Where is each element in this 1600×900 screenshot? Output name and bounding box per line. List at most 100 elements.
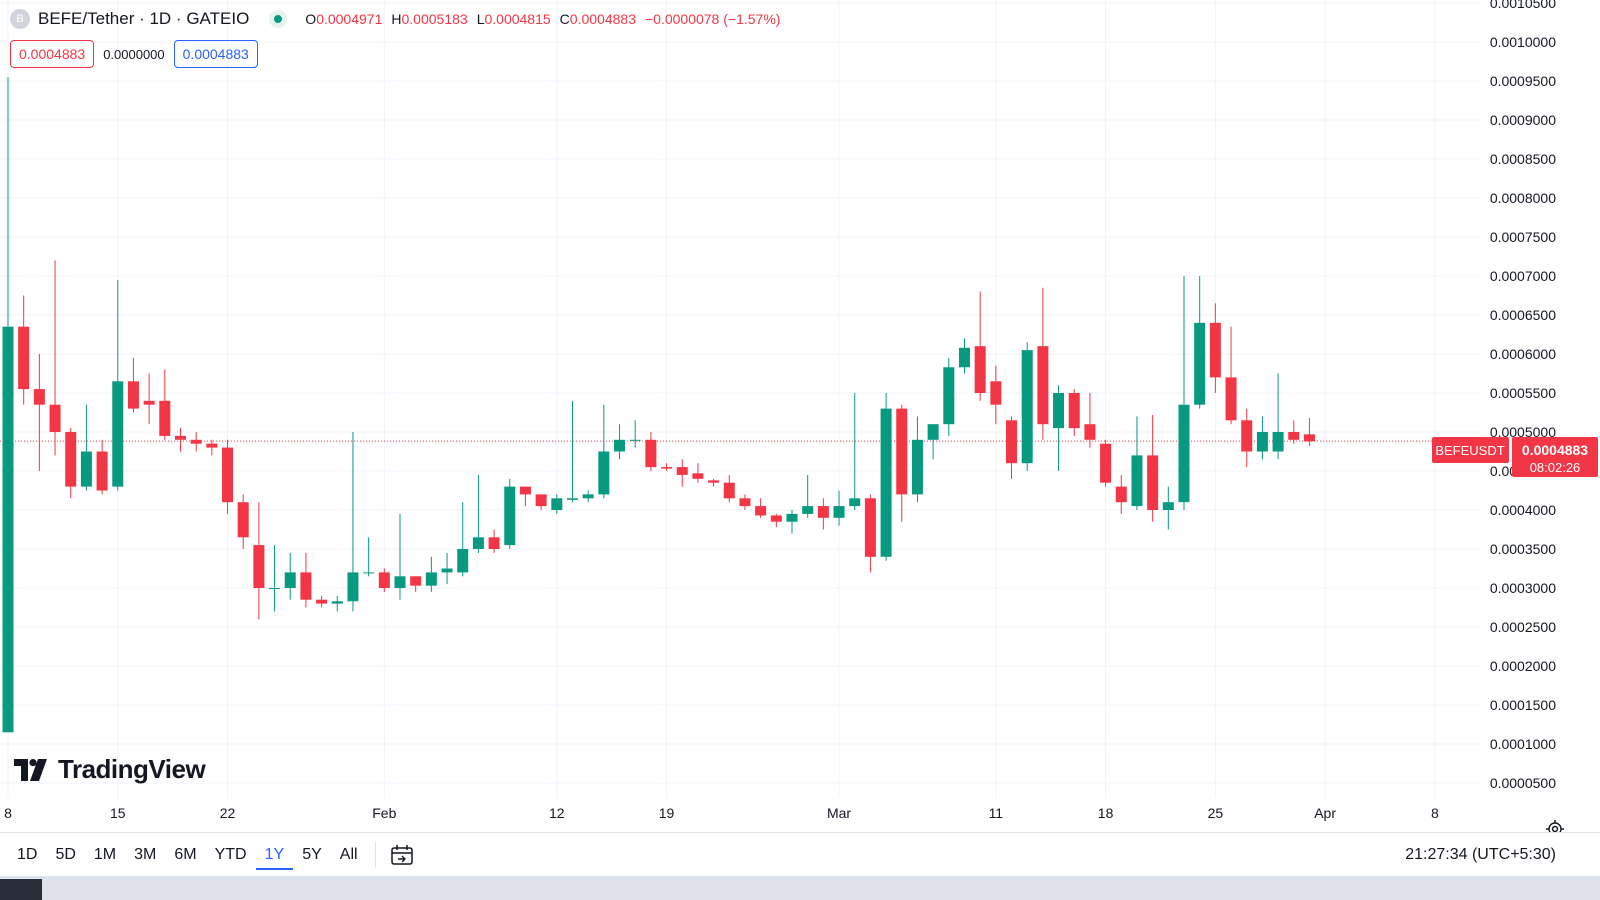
price-chart[interactable]: 0.0000500 0.0001000 0.0001500 0.0002000 0.00… [0,0,1600,832]
clock-timezone[interactable]: 21:27:34 (UTC+5:30) [1405,846,1556,863]
candle[interactable] [33,354,45,471]
candle[interactable] [1194,276,1206,409]
candle[interactable] [331,595,343,612]
candle[interactable] [18,295,30,405]
candle[interactable] [1100,439,1112,487]
candle[interactable] [1225,326,1237,425]
candle[interactable] [1068,389,1080,436]
candle[interactable] [582,490,594,503]
candle[interactable] [1131,416,1143,510]
candle[interactable] [1037,287,1049,440]
candle[interactable] [1053,385,1065,471]
candle[interactable] [316,595,328,608]
symbol-title[interactable]: BEFE/Tether · 1D · GATEIO [38,9,250,28]
candle[interactable] [723,474,735,503]
candle[interactable] [174,428,186,452]
range-1d-button[interactable]: 1D [17,846,38,863]
market-status-icon[interactable] [269,10,288,28]
candle[interactable] [143,373,155,425]
candle[interactable] [253,502,265,620]
candle[interactable] [1006,416,1018,479]
candle[interactable] [65,428,77,499]
candle[interactable] [896,404,908,522]
candle[interactable] [833,490,845,526]
candle[interactable] [1303,417,1315,447]
candle[interactable] [927,424,939,460]
candle[interactable] [943,357,955,436]
candle[interactable] [676,459,688,487]
candle[interactable] [2,77,14,733]
candle[interactable] [802,474,814,518]
range-ytd-button[interactable]: YTD [214,846,247,863]
sell-price-button[interactable]: 0.0004883 [10,40,95,68]
buy-price-button[interactable]: 0.0004883 [173,40,258,68]
candle[interactable] [849,393,861,510]
candle[interactable] [1209,303,1221,393]
candle[interactable] [629,420,641,448]
panel-toggle-icon[interactable] [0,879,42,900]
candle[interactable] [755,498,767,518]
candle[interactable] [80,404,92,491]
candle[interactable] [222,439,234,514]
candle[interactable] [472,474,484,553]
range-1m-button[interactable]: 1M [93,846,117,863]
candle[interactable] [598,404,610,499]
candle[interactable] [237,494,249,549]
candle[interactable] [441,552,453,585]
range-1y-button[interactable]: 1Y [256,840,294,870]
goto-date-button[interactable] [384,840,420,870]
candle[interactable] [1084,393,1096,448]
candle[interactable] [739,494,751,510]
range-6m-button[interactable]: 6M [174,846,197,863]
range-3m-button[interactable]: 3M [134,846,157,863]
candle[interactable] [394,513,406,600]
candle[interactable] [206,439,218,456]
range-5y-button[interactable]: 5Y [302,846,322,863]
candle[interactable] [645,432,657,471]
candle[interactable] [551,494,563,514]
candle[interactable] [1272,373,1284,460]
candle[interactable] [1115,474,1127,514]
candle[interactable] [284,552,296,600]
candle[interactable] [112,279,124,491]
candle[interactable] [127,357,139,413]
candle[interactable] [49,260,61,456]
candle[interactable] [911,416,923,503]
candle[interactable] [786,510,798,534]
candle[interactable] [457,502,469,577]
candle[interactable] [880,393,892,561]
candle[interactable] [1256,416,1268,460]
range-5d-button[interactable]: 5D [55,846,76,863]
candle[interactable] [363,537,375,577]
candle[interactable] [347,432,359,612]
candle[interactable] [410,576,422,592]
candle[interactable] [770,513,782,528]
candle[interactable] [96,439,108,495]
candle[interactable] [1288,420,1300,444]
tradingview-logo[interactable]: TradingView [14,754,206,785]
candle[interactable] [519,486,531,507]
candle[interactable] [1241,408,1253,468]
candle[interactable] [974,291,986,401]
candle[interactable] [488,529,500,553]
range-all-button[interactable]: All [339,846,358,863]
candle[interactable] [1147,414,1159,522]
candle[interactable] [159,369,171,440]
candle[interactable] [1162,486,1174,530]
candle[interactable] [864,494,876,573]
candle[interactable] [990,365,1002,425]
candle[interactable] [504,478,516,549]
candle[interactable] [378,568,390,592]
candle[interactable] [190,432,202,452]
candle[interactable] [614,424,626,460]
candle[interactable] [425,556,437,592]
gear-icon[interactable] [1546,820,1564,832]
candle[interactable] [692,463,704,483]
candle[interactable] [535,494,547,510]
candle[interactable] [269,545,281,612]
candle[interactable] [1021,342,1033,471]
candle[interactable] [817,498,829,530]
candle[interactable] [566,400,578,503]
candle[interactable] [661,463,673,471]
candle[interactable] [1178,276,1190,510]
